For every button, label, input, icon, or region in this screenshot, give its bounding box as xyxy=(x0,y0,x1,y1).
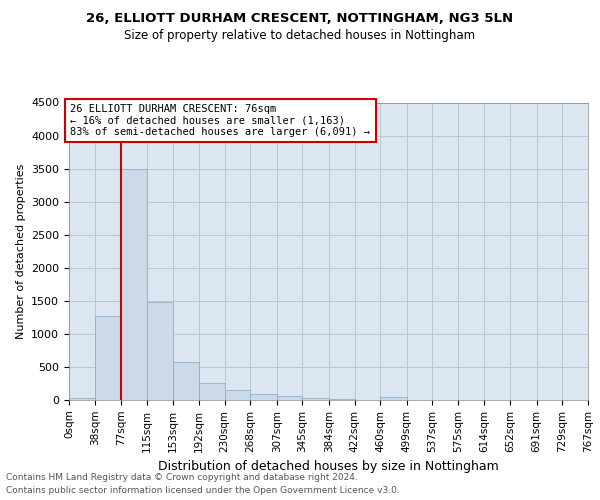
Text: Size of property relative to detached houses in Nottingham: Size of property relative to detached ho… xyxy=(124,29,476,42)
Y-axis label: Number of detached properties: Number of detached properties xyxy=(16,164,26,339)
Bar xyxy=(302,398,329,400)
Bar xyxy=(95,316,121,400)
Bar xyxy=(147,302,173,400)
Bar xyxy=(69,398,95,400)
Bar xyxy=(329,399,355,400)
Bar xyxy=(199,383,224,400)
Text: Contains public sector information licensed under the Open Government Licence v3: Contains public sector information licen… xyxy=(6,486,400,495)
Bar xyxy=(277,396,302,400)
Bar xyxy=(121,168,147,400)
Bar xyxy=(173,362,199,400)
Text: 26, ELLIOTT DURHAM CRESCENT, NOTTINGHAM, NG3 5LN: 26, ELLIOTT DURHAM CRESCENT, NOTTINGHAM,… xyxy=(86,12,514,26)
Text: Contains HM Land Registry data © Crown copyright and database right 2024.: Contains HM Land Registry data © Crown c… xyxy=(6,474,358,482)
X-axis label: Distribution of detached houses by size in Nottingham: Distribution of detached houses by size … xyxy=(158,460,499,473)
Bar xyxy=(224,390,250,400)
Text: 26 ELLIOTT DURHAM CRESCENT: 76sqm
← 16% of detached houses are smaller (1,163)
8: 26 ELLIOTT DURHAM CRESCENT: 76sqm ← 16% … xyxy=(70,104,370,137)
Bar xyxy=(250,394,277,400)
Bar xyxy=(380,396,407,400)
